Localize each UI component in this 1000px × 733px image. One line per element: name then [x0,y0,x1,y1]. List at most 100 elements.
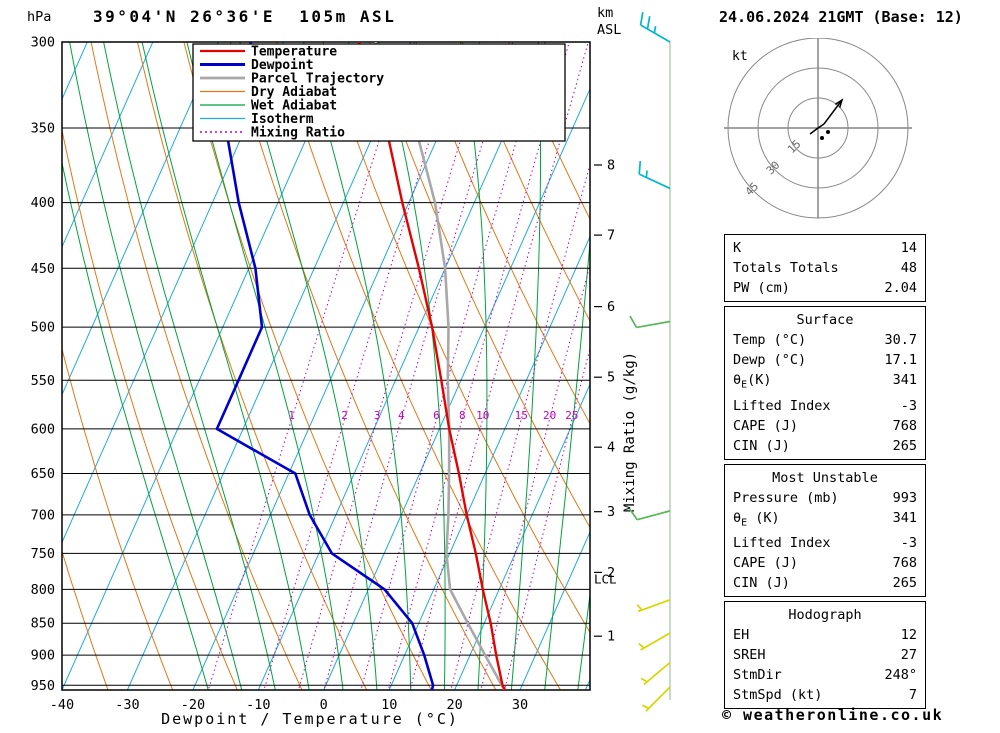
hodograph-box-title: Hodograph [788,607,862,624]
km-tick-label: 6 [607,299,615,315]
legend-frame [192,43,566,142]
mixing-ratio-value: 8 [459,409,466,422]
temperature-tick-label: 10 [381,697,397,713]
stats-panel: K 14 Totals Totals 48 PW (cm) 2.04 Surface … [724,234,926,713]
mixing-ratio-line [207,42,411,690]
stat-row: Dewp (°C) 17.1 [733,350,917,370]
isotherm-line [0,42,22,690]
pressure-tick-label: 950 [31,678,55,694]
legend-label: Isotherm [251,112,314,127]
km-tick-label: 8 [607,158,615,174]
lcl-label: LCL [594,572,617,587]
legend-label: Temperature [251,45,337,60]
stat-label: EH [733,627,750,644]
mixing-ratio-value: 6 [433,409,440,422]
km-unit-label: km [597,5,614,21]
pressure-tick-label: 300 [31,35,55,51]
stat-row: EH 12 [733,625,917,645]
stat-row: StmDir 248° [733,665,917,685]
dry-adiabat-line [461,42,590,323]
mixing-ratio-value: 10 [476,409,489,422]
pressure-tick-label: 850 [31,616,55,632]
stat-row: SREH 27 [733,645,917,665]
wind-barb [640,661,671,686]
station-title: 39°04'N 26°36'E 105m ASL [93,7,397,26]
pressure-tick-label: 350 [31,121,55,137]
stat-label: K [733,240,742,256]
hodograph-ring [757,67,879,189]
altitude-axis-unit: km ASL [597,5,621,39]
sounding-profiles [215,42,507,690]
pressure-tick-label: 450 [31,261,55,277]
stat-label: Lifted Index [733,535,831,552]
skewt-background: 1 2 3 4 6 8 10 15 20 25 [0,42,590,690]
stat-row: Temp (°C) 30.7 [733,330,917,350]
stat-row: CIN (J) 265 [733,436,917,456]
isotherm-line [62,42,350,690]
isotherm-line [454,383,590,690]
stat-label: Totals Totals [733,260,839,276]
surface-box: Surface Temp (°C) 30.7 Dewp (°C) 17.1 θE(K… [724,306,926,460]
stat-label: CIN (J) [733,437,790,454]
legend-label: Parcel Trajectory [251,72,384,87]
pressure-tick-label: 750 [31,546,55,562]
pressure-tick-label: 500 [31,320,55,336]
stat-label: Lifted Index [733,397,831,414]
km-tick-label: 4 [607,440,615,456]
hodograph-trace [809,99,843,135]
stat-row: Pressure (mb) 993 [733,488,917,508]
dewpoint-curve [215,42,435,690]
wind-barb [638,632,671,651]
pressure-tick-label: 550 [31,373,55,389]
stat-label: Dewp (°C) [733,352,807,368]
stat-row: CIN (J) 265 [733,573,917,593]
isotherm-line [584,678,590,690]
mixing-ratio-line [323,42,514,690]
stat-label: PW (cm) [733,280,790,296]
km-tick-label: 3 [607,504,615,520]
temperature-tick-label: -20 [181,697,205,713]
stat-value: 248° [884,667,917,684]
isotherm-line [126,42,415,690]
pressure-tick-label: 700 [31,507,55,523]
hodograph-ring [727,38,909,219]
hodograph-ring-label: 15 [785,137,804,156]
pressure-tick-label: 650 [31,466,55,482]
isotherm-line [192,42,481,690]
pressure-tick-label: 800 [31,582,55,598]
run-datetime: 24.06.2024 21GMT (Base: 12) [719,8,963,26]
pressure-tick-label: 400 [31,195,55,211]
stat-row: θE (K) 341 [733,508,917,534]
km-tick-label: 5 [607,370,615,386]
indices-box: K 14 Totals Totals 48 PW (cm) 2.04 [724,234,926,302]
temperature-tick-label: -10 [246,697,270,713]
mixing-ratio-line [297,42,491,690]
stat-row: θE(K) 341 [733,370,917,396]
stat-label: Pressure (mb) [733,489,839,506]
temperature-tick-label: 30 [512,697,528,713]
stat-value: 27 [900,647,917,664]
stat-value: 17.1 [884,352,917,368]
stat-value: 48 [900,260,917,276]
stat-value: 12 [900,627,917,644]
stat-row: StmSpd (kt) 7 [733,685,917,705]
wind-barb [642,686,671,712]
stat-label: CAPE (J) [733,417,799,434]
stat-value: 993 [892,489,917,506]
mixing-ratio-value: 2 [341,409,348,422]
stat-label-theta-e: θE (K) [733,509,780,529]
mixing-ratio-value: 20 [543,409,556,422]
stat-value: 768 [892,417,917,434]
mixing-ratio-value: 1 [288,409,295,422]
mixing-ratio-value: 15 [515,409,528,422]
mixing-ratio-value: 3 [374,409,381,422]
mixing-ratio-axis-label: Mixing Ratio (g/kg) [622,352,638,512]
legend-label: Dry Adiabat [251,85,337,100]
dry-adiabat-line [508,42,590,221]
hodograph-dot [820,136,824,140]
x-axis-label: Dewpoint / Temperature (°C) [161,710,459,728]
stat-value: 341 [892,509,917,526]
wet-adiabat-line [103,42,276,690]
stat-label: CIN (J) [733,575,790,592]
